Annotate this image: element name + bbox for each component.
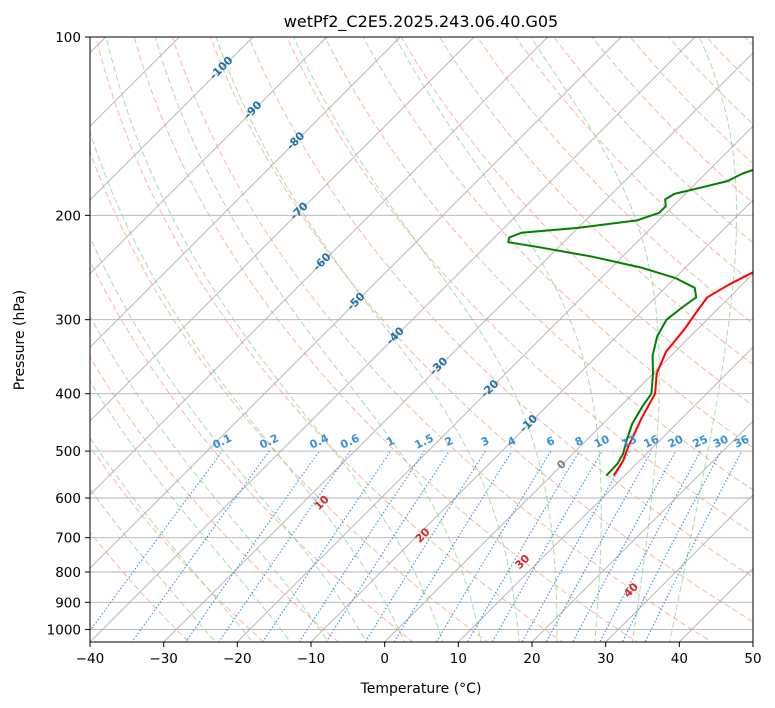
mixing-ratio-lines: [90, 450, 743, 642]
dry-adiabat: [286, 37, 753, 534]
mixing-ratio-line: [491, 450, 603, 642]
isotherm-line: [90, 37, 328, 275]
mixing-ratio-label: 25: [691, 433, 710, 451]
y-axis-label: Pressure (hPa): [12, 290, 28, 390]
mixing-ratio-line: [521, 450, 630, 642]
axes: −40 −30 −20 −10 0 10 20 30 40 50 100 200 300 400 500 60…: [47, 30, 762, 667]
isotherm-line: [90, 37, 475, 422]
isotherm-line: [90, 37, 549, 496]
mixing-ratio-label: 16: [642, 432, 662, 450]
mixing-ratio-line: [185, 450, 320, 642]
mixing-ratio-line: [364, 450, 486, 642]
y-tick-label: 800: [55, 565, 81, 581]
x-tick-label: −40: [76, 651, 105, 667]
y-tick-label: 600: [55, 491, 81, 507]
mixing-ratio-line: [131, 450, 270, 642]
y-tick-label: 500: [55, 444, 81, 460]
sounding-profiles: [507, 168, 753, 477]
x-tick-label: −10: [297, 651, 326, 667]
mixing-ratio-label: 10: [592, 432, 612, 450]
x-tick-label: −30: [149, 651, 178, 667]
mixing-ratio-line: [466, 450, 580, 642]
dry-adiabat: [553, 37, 753, 244]
moist-adiabat: [215, 37, 520, 642]
dry-adiabat: [171, 37, 713, 642]
y-tick-label: 100: [55, 30, 81, 46]
moist-adiabat: [669, 37, 738, 642]
x-tick-label: 0: [380, 651, 389, 667]
mixing-ratio-line: [621, 450, 722, 642]
dry-adiabats: [90, 37, 753, 642]
mixing-ratio-label: 30: [711, 432, 731, 450]
x-tick-label: 10: [450, 651, 467, 667]
isotherm-line: [236, 125, 753, 642]
y-tick-label: 700: [55, 531, 81, 547]
dry-adiabat: [591, 37, 753, 204]
y-tick-label: 1000: [47, 622, 81, 638]
isotherm-line: [457, 346, 753, 642]
mixing-ratio-line: [393, 450, 513, 642]
x-tick-label: 30: [597, 651, 614, 667]
dry-adiabat: [629, 37, 753, 165]
mixing-ratio-label: 36: [732, 432, 752, 450]
plot-background: [90, 37, 753, 642]
dry-adiabat: [324, 37, 753, 491]
chart-title: wetPf2_C2E5.2025.243.06.40.G05: [284, 12, 558, 32]
isotherm-line: [90, 37, 401, 348]
plot-frame: [89, 36, 754, 643]
dry-adiabat: [248, 37, 753, 578]
dry-adiabat: [209, 37, 753, 623]
x-tick-label: 50: [744, 651, 761, 667]
mixing-ratio-line: [325, 450, 450, 642]
dewpoint-profile: [507, 168, 753, 477]
isotherm-line: [531, 420, 753, 642]
temperature-profile: [612, 271, 753, 477]
isotherm-line: [90, 37, 254, 201]
mixing-ratio-line: [262, 450, 392, 642]
isobars: [90, 37, 753, 630]
dry-adiabat: [515, 37, 753, 284]
y-tick-label: 900: [55, 595, 81, 611]
dry-adiabat: [133, 37, 638, 642]
dry-adiabat: [90, 259, 414, 642]
x-axis-label: Temperature (°C): [360, 681, 482, 697]
dry-adiabat: [90, 531, 190, 642]
dry-adiabat: [90, 356, 340, 642]
isotherm-line: [384, 273, 753, 642]
y-tick-label: 200: [55, 208, 81, 224]
x-tick-label: 40: [671, 651, 688, 667]
mixing-ratio-line: [435, 450, 552, 642]
isotherm-line: [90, 37, 622, 569]
isotherm-line: [310, 199, 753, 642]
mixing-ratio-line: [218, 450, 351, 642]
x-tick-label: −20: [223, 651, 252, 667]
x-tick-label: 20: [523, 651, 540, 667]
mixing-ratio-label: 13: [620, 433, 639, 451]
y-tick-label: 300: [55, 313, 81, 329]
isotherm-line: [90, 37, 696, 642]
mixing-ratio-label: 20: [666, 432, 686, 450]
isotherm-line: [163, 52, 753, 642]
y-tick-label: 400: [55, 387, 81, 403]
dry-adiabat: [90, 150, 489, 642]
mixing-ratio-line: [644, 450, 743, 642]
isotherms: [90, 37, 753, 642]
isotherm-line: [605, 494, 753, 642]
mixing-ratio-line: [545, 450, 653, 642]
